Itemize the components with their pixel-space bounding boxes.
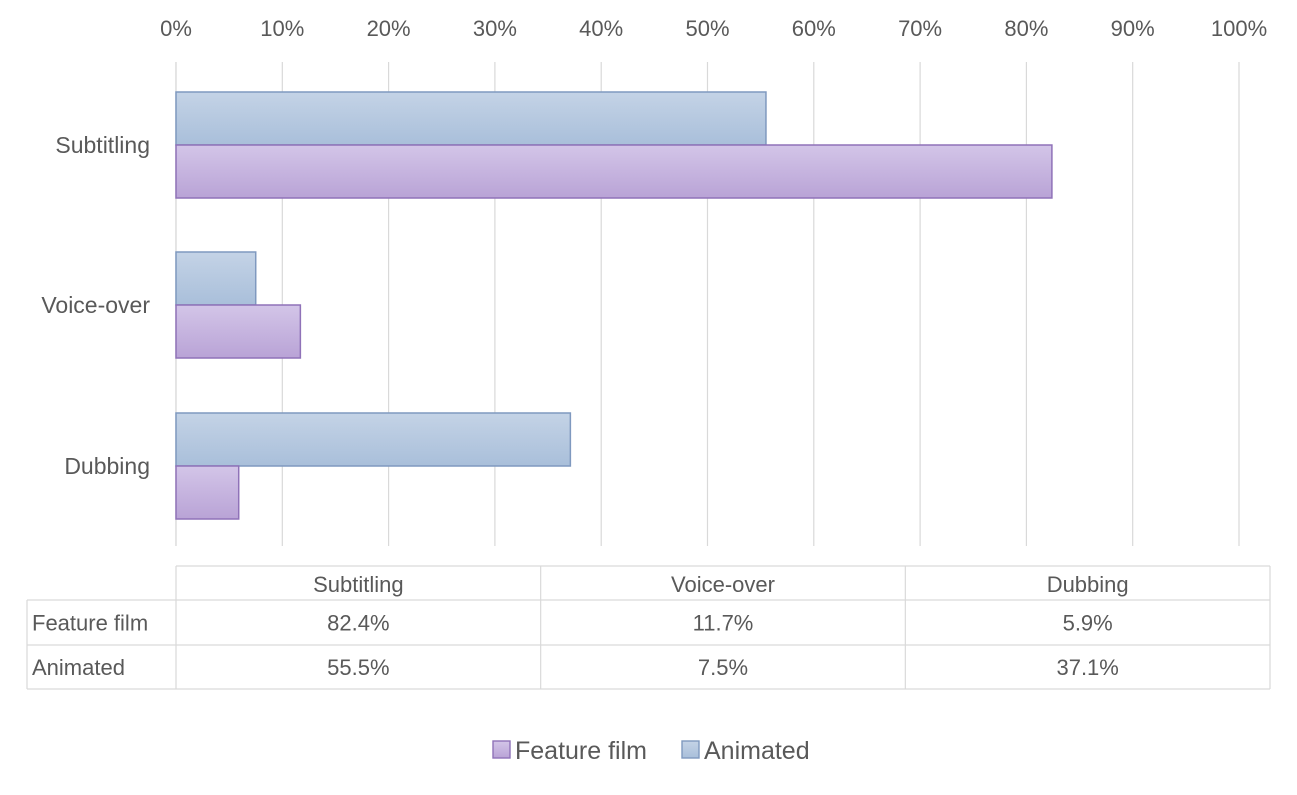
- table-row-label: Animated: [32, 655, 125, 680]
- x-tick-label: 0%: [160, 16, 192, 41]
- x-tick-label: 100%: [1211, 16, 1267, 41]
- legend-label: Animated: [704, 737, 810, 765]
- table-header-cell: Dubbing: [1047, 572, 1129, 597]
- data-table: Subtitling Voice-over Dubbing Feature film 8…: [26, 565, 1271, 690]
- x-tick-label: 50%: [685, 16, 729, 41]
- bar-feature-film-dubbing: [175, 465, 240, 520]
- legend-swatch: [681, 740, 700, 759]
- x-axis-ticks: 0% 10% 20% 30% 40% 50% 60% 70% 80% 90% 100%: [160, 16, 1267, 41]
- x-tick-label: 90%: [1111, 16, 1155, 41]
- x-tick-label: 20%: [367, 16, 411, 41]
- category-labels: Subtitling Voice-over Dubbing: [41, 132, 150, 479]
- legend-label: Feature film: [515, 737, 647, 765]
- bar-feature-film-subtitling: [175, 144, 1053, 199]
- x-tick-label: 30%: [473, 16, 517, 41]
- table-cell: 37.1%: [1056, 655, 1118, 680]
- table-cell: 55.5%: [327, 655, 389, 680]
- bar-feature-film-voice-over: [175, 304, 302, 359]
- table-header-cell: Voice-over: [671, 572, 775, 597]
- x-tick-label: 10%: [260, 16, 304, 41]
- legend-swatch: [492, 740, 511, 759]
- x-tick-label: 40%: [579, 16, 623, 41]
- legend: Feature film Animated: [492, 737, 810, 765]
- table-header-cell: Subtitling: [313, 572, 404, 597]
- bar-animated-subtitling: [175, 91, 767, 146]
- category-label: Dubbing: [64, 453, 150, 479]
- table-cell: 5.9%: [1063, 611, 1113, 636]
- bar-animated-voice-over: [175, 251, 257, 306]
- table-cell: 7.5%: [698, 655, 748, 680]
- x-tick-label: 80%: [1004, 16, 1048, 41]
- table-cell: 11.7%: [693, 611, 754, 636]
- x-tick-label: 70%: [898, 16, 942, 41]
- table-row-label: Feature film: [32, 611, 148, 636]
- bar-animated-dubbing: [175, 412, 572, 467]
- category-label: Voice-over: [41, 292, 150, 318]
- category-label: Subtitling: [55, 132, 150, 158]
- table-cell: 82.4%: [327, 611, 389, 636]
- x-tick-label: 60%: [792, 16, 836, 41]
- bars: [175, 91, 1053, 520]
